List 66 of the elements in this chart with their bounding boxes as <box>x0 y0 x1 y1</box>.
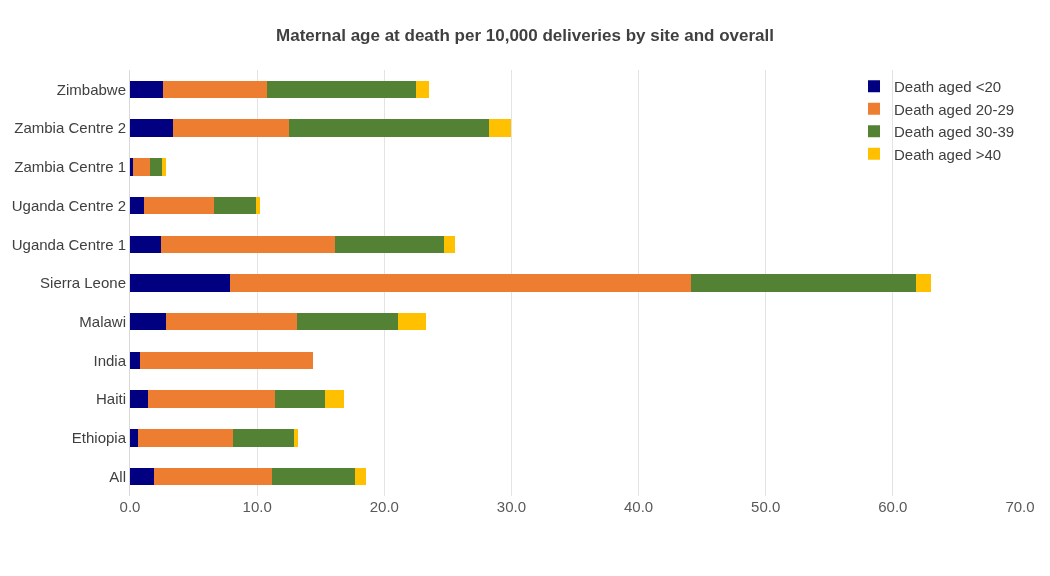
bar <box>130 235 161 253</box>
x-tick-label: 70.0 <box>1005 498 1035 515</box>
x-tick-label: 30.0 <box>496 498 527 515</box>
bar <box>355 467 367 486</box>
bar <box>232 429 295 447</box>
y-tick-label: Zambia Centre 2 <box>14 119 126 137</box>
bar <box>160 235 335 253</box>
bar <box>130 429 138 447</box>
x-tick-label: 20.0 <box>369 498 399 515</box>
bar <box>267 80 417 99</box>
bar <box>130 313 166 331</box>
bar <box>272 467 356 486</box>
bar <box>416 80 429 99</box>
bar <box>161 158 166 176</box>
y-tick-label: Zimbabwe <box>56 80 126 98</box>
bar <box>137 429 233 447</box>
bar <box>130 196 144 215</box>
bar <box>147 390 275 408</box>
bar <box>915 274 931 292</box>
bar <box>154 467 273 486</box>
y-tick-label: Uganda Centre 1 <box>11 235 126 253</box>
y-tick-label: India <box>93 351 127 369</box>
y-tick-label: Sierra Leone <box>40 274 126 292</box>
bar <box>143 196 214 215</box>
bar <box>173 119 289 137</box>
bar <box>165 313 297 331</box>
bar <box>140 351 314 370</box>
bar <box>150 158 162 176</box>
legend-label: Death aged 30-39 <box>894 123 1015 141</box>
legend-label: Death aged 20-29 <box>894 100 1015 118</box>
bar <box>213 196 256 215</box>
x-tick-label: 60.0 <box>878 498 908 515</box>
y-tick-label: Uganda Centre 2 <box>11 196 126 214</box>
legend-label: Death aged <20 <box>894 78 1002 96</box>
legend-label: Death aged >40 <box>894 145 1002 163</box>
bar <box>163 80 268 99</box>
bar <box>130 80 164 99</box>
bar <box>255 196 260 215</box>
bar <box>288 119 489 137</box>
y-tick-label: Ethiopia <box>71 429 127 447</box>
bar <box>294 429 298 447</box>
bar <box>324 390 344 408</box>
bar <box>230 274 691 292</box>
bar <box>130 158 133 176</box>
bar <box>130 351 141 370</box>
bar <box>296 313 399 331</box>
bar <box>130 390 148 408</box>
bar <box>690 274 916 292</box>
x-tick-label: 50.0 <box>751 498 781 515</box>
x-tick-label: 10.0 <box>242 498 272 515</box>
bar <box>398 313 427 331</box>
bar <box>130 119 174 137</box>
y-tick-label: Zambia Centre 1 <box>14 158 126 176</box>
bar <box>132 158 151 176</box>
y-tick-label: All <box>109 467 126 485</box>
x-tick-label: 0.0 <box>119 498 141 515</box>
bar <box>130 467 155 486</box>
bar <box>130 274 231 292</box>
bar <box>488 119 512 137</box>
bar <box>444 235 456 253</box>
chart-title: Maternal age at death per 10,000 deliveries by site and overall <box>276 25 774 45</box>
bar <box>334 235 445 253</box>
x-tick-label: 40.0 <box>623 498 654 515</box>
y-tick-label: Malawi <box>79 312 126 330</box>
y-tick-label: Haiti <box>95 390 126 408</box>
bar <box>274 390 325 408</box>
